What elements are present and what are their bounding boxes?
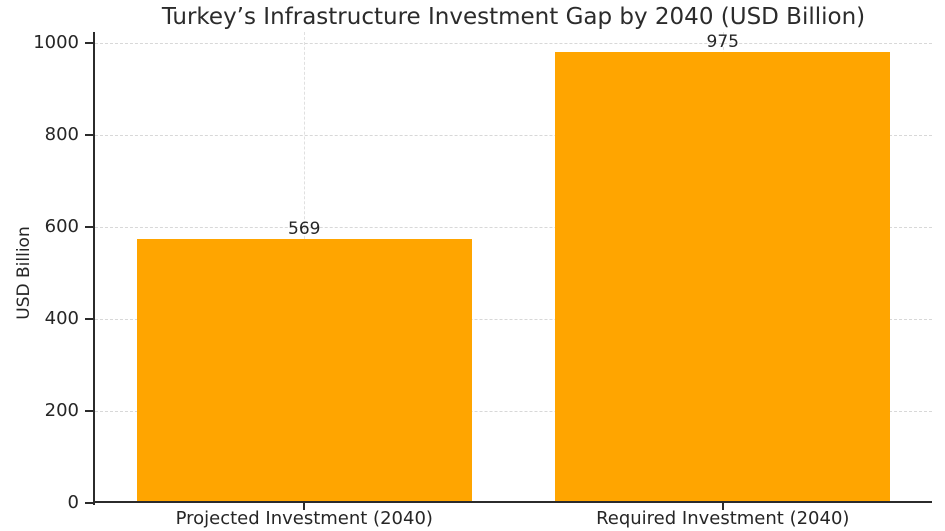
chart-title: Turkey’s Infrastructure Investment Gap b… bbox=[161, 4, 866, 30]
x-tick-mark bbox=[303, 503, 306, 510]
y-tick-mark bbox=[85, 409, 93, 412]
bar bbox=[136, 239, 472, 501]
bar-value-label: 975 bbox=[706, 32, 739, 53]
y-tick-label: 200 bbox=[44, 399, 79, 421]
y-tick-mark bbox=[85, 502, 93, 504]
y-tick-mark bbox=[85, 225, 93, 228]
x-tick-label: Required Investment (2040) bbox=[596, 508, 850, 529]
y-tick-label: 1000 bbox=[33, 31, 79, 53]
y-tick-label: 600 bbox=[44, 215, 79, 237]
bar-value-label: 569 bbox=[288, 219, 321, 240]
y-tick-mark bbox=[85, 41, 93, 44]
bar bbox=[555, 52, 891, 501]
y-gridline bbox=[95, 226, 932, 228]
x-tick-mark bbox=[721, 503, 724, 510]
y-tick-mark bbox=[85, 317, 93, 320]
y-axis-spine bbox=[93, 32, 95, 505]
x-axis-spine bbox=[93, 501, 932, 503]
y-tick-mark bbox=[85, 133, 93, 136]
y-tick-label: 0 bbox=[67, 492, 79, 513]
plot-area: 569 975 0 200 400 600 800 1000 Projected Invest… bbox=[33, 32, 932, 529]
y-tick-label: 800 bbox=[44, 123, 79, 145]
y-tick-label: 400 bbox=[44, 307, 79, 329]
y-gridline bbox=[95, 410, 932, 412]
y-gridline bbox=[95, 134, 932, 136]
y-gridline bbox=[95, 318, 932, 320]
x-tick-label: Projected Investment (2040) bbox=[175, 508, 433, 529]
y-gridline bbox=[95, 42, 932, 44]
